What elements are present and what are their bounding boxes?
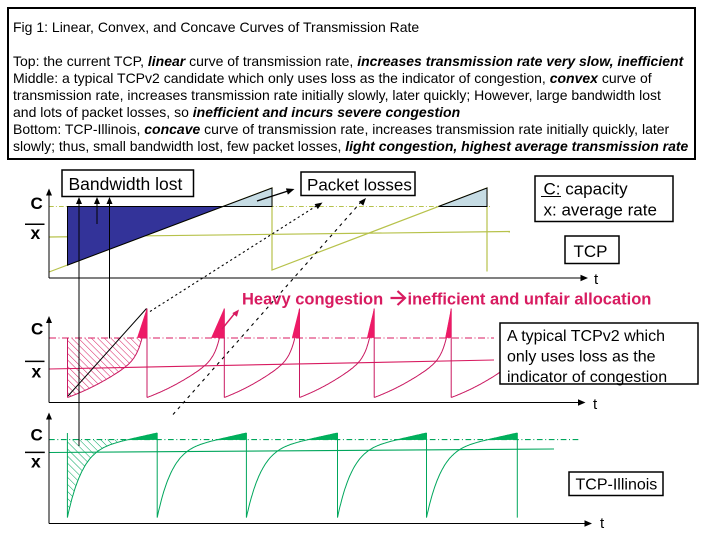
svg-text:only uses loss as the: only uses loss as the bbox=[507, 349, 656, 366]
svg-text:x: x bbox=[31, 223, 41, 243]
svg-text:C: C bbox=[31, 320, 43, 339]
svg-text:C: C bbox=[31, 426, 43, 445]
svg-text:C: capacity: C: capacity bbox=[544, 180, 629, 199]
svg-text:x: average rate: x: average rate bbox=[544, 201, 657, 220]
svg-text:t: t bbox=[593, 396, 598, 413]
svg-text:Heavy congestion: Heavy congestion bbox=[242, 291, 383, 309]
svg-text:t: t bbox=[594, 271, 599, 288]
svg-text:x: x bbox=[32, 362, 42, 382]
svg-text:x: x bbox=[31, 451, 41, 471]
svg-text:A typical TCPv2 which: A typical TCPv2 which bbox=[507, 328, 665, 345]
svg-text:indicator of congestion: indicator of congestion bbox=[507, 369, 667, 386]
svg-text:Bandwidth lost: Bandwidth lost bbox=[69, 174, 183, 194]
svg-text:t: t bbox=[600, 515, 605, 532]
svg-text:Packet losses: Packet losses bbox=[307, 176, 412, 195]
svg-text:TCP-Illinois: TCP-Illinois bbox=[576, 477, 658, 494]
svg-text:C: C bbox=[31, 194, 43, 213]
svg-text:inefficient and unfair allocat: inefficient and unfair allocation bbox=[408, 291, 652, 309]
svg-text:TCP: TCP bbox=[574, 242, 608, 261]
